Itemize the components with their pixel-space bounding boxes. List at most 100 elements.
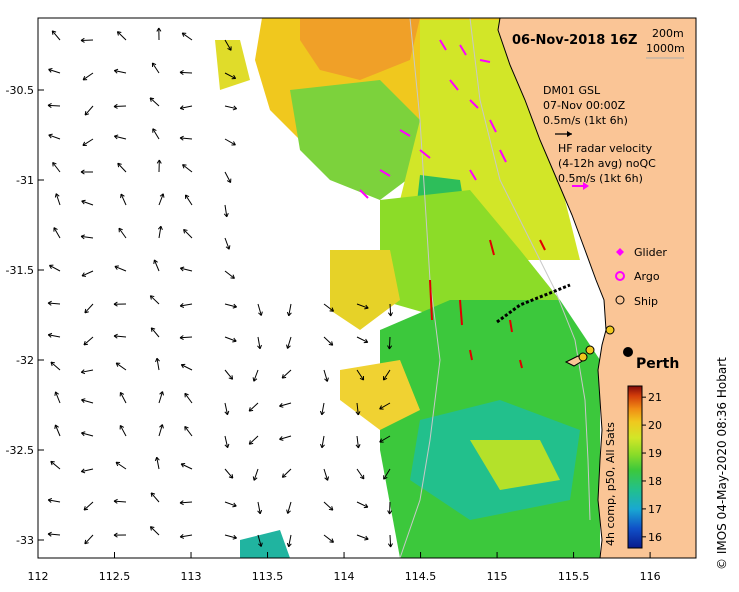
hf-vector xyxy=(379,169,391,177)
current-vector xyxy=(323,369,328,382)
current-vector-head xyxy=(54,424,59,429)
current-vector xyxy=(54,424,61,437)
colorbar: 21 20 19 18 17 16 4h comp, p50, All Sats xyxy=(604,385,662,549)
current-vector xyxy=(224,435,229,448)
current-vector xyxy=(224,171,232,183)
current-vector xyxy=(180,303,193,307)
current-vector xyxy=(150,327,160,338)
y-axis: -30.5 -31 -31.5 -32 -32.5 -33 xyxy=(6,84,44,547)
current-vector xyxy=(84,105,94,116)
current-vector xyxy=(180,105,193,109)
current-vector-head xyxy=(248,440,254,445)
current-vector xyxy=(82,72,94,81)
sst-yellow-north-west xyxy=(215,40,250,90)
current-vector xyxy=(224,204,228,217)
date-title: 06-Nov-2018 16Z xyxy=(512,33,637,48)
current-vector-head xyxy=(225,245,231,250)
current-vector-head xyxy=(48,264,54,270)
current-vector-head xyxy=(232,534,237,540)
current-vector xyxy=(149,97,160,107)
plot-area xyxy=(38,18,696,558)
current-vector xyxy=(180,463,193,470)
current-vector-head xyxy=(355,444,361,449)
sst-yellow-west xyxy=(330,250,400,330)
current-vector-head xyxy=(179,105,185,111)
current-vector-head xyxy=(159,424,164,429)
current-vector xyxy=(288,303,292,316)
current-vector xyxy=(248,402,259,412)
current-vector xyxy=(323,303,334,312)
hf-vector xyxy=(449,79,459,91)
current-vector xyxy=(81,200,94,206)
current-vector-head xyxy=(117,162,122,168)
current-vector-head xyxy=(387,510,393,515)
hf-annotation-line3: 0.5m/s (1kt 6h) xyxy=(558,172,643,185)
current-vector xyxy=(156,358,160,371)
current-vector-head xyxy=(156,159,162,164)
current-vector xyxy=(356,303,369,309)
current-vector-head xyxy=(286,344,291,349)
hf-vector xyxy=(469,169,477,181)
current-vector xyxy=(49,264,61,272)
current-vector-head xyxy=(157,225,163,231)
current-vector-head xyxy=(281,374,287,379)
current-vector xyxy=(281,369,292,379)
glider-vector xyxy=(489,239,495,256)
current-vector-head xyxy=(382,376,388,381)
hf-annotation-line2: (4-12h avg) noQC xyxy=(558,157,656,170)
current-vector-head xyxy=(52,162,57,167)
current-vector xyxy=(224,501,237,507)
contour-1000m xyxy=(399,18,441,558)
current-vector-head xyxy=(113,498,118,504)
hf-vector xyxy=(419,149,431,159)
current-vector-head xyxy=(232,105,238,111)
x-tick-label: 114.5 xyxy=(405,570,437,583)
current-vector xyxy=(224,39,232,51)
glider-legend-icon xyxy=(616,248,624,256)
city-label-perth: Perth xyxy=(636,356,679,372)
current-vector xyxy=(356,369,365,381)
y-tick-label: -31 xyxy=(16,174,34,187)
current-vectors xyxy=(47,27,394,548)
hf-vector xyxy=(359,189,369,199)
current-vector-head xyxy=(116,31,122,36)
credit-text: © IMOS 04-May-2020 08:36 Hobart xyxy=(715,357,729,570)
current-vector-head xyxy=(232,303,237,309)
current-vector-head xyxy=(328,341,334,346)
sst-field xyxy=(215,18,600,558)
current-vector-head xyxy=(179,70,184,76)
current-vector xyxy=(379,435,391,443)
current-vector xyxy=(282,468,292,478)
current-vector xyxy=(53,227,61,239)
x-tick-label: 115 xyxy=(487,570,508,583)
current-vector-head xyxy=(183,228,188,234)
current-vector xyxy=(158,424,163,437)
depth-legend-200m: 200m xyxy=(652,27,684,40)
current-vector-head xyxy=(113,68,119,74)
current-vector xyxy=(114,70,127,74)
current-vector-head xyxy=(228,474,234,479)
current-vector-head xyxy=(83,506,89,511)
current-vector-head xyxy=(179,135,184,141)
hf-radar-vectors xyxy=(359,39,507,199)
current-vector xyxy=(356,336,368,343)
current-vector-head xyxy=(364,304,369,310)
current-vector xyxy=(184,393,193,404)
current-vector xyxy=(321,402,325,415)
current-vector-head xyxy=(231,141,236,146)
current-vector-head xyxy=(286,542,292,548)
x-tick-label: 114 xyxy=(334,570,355,583)
ship-legend-icon xyxy=(615,295,625,305)
current-vector-head xyxy=(224,443,230,449)
current-vector-head xyxy=(113,301,118,307)
glider-vector xyxy=(539,239,546,251)
current-vector xyxy=(158,226,162,239)
current-vector xyxy=(356,435,359,448)
current-vector-head xyxy=(281,473,287,478)
current-vector xyxy=(224,237,230,250)
current-vector-head xyxy=(154,456,160,462)
current-vector-head xyxy=(182,164,187,169)
sst-yellow-southwest xyxy=(340,360,420,430)
current-vector-head xyxy=(149,295,155,300)
current-vector xyxy=(253,369,259,382)
